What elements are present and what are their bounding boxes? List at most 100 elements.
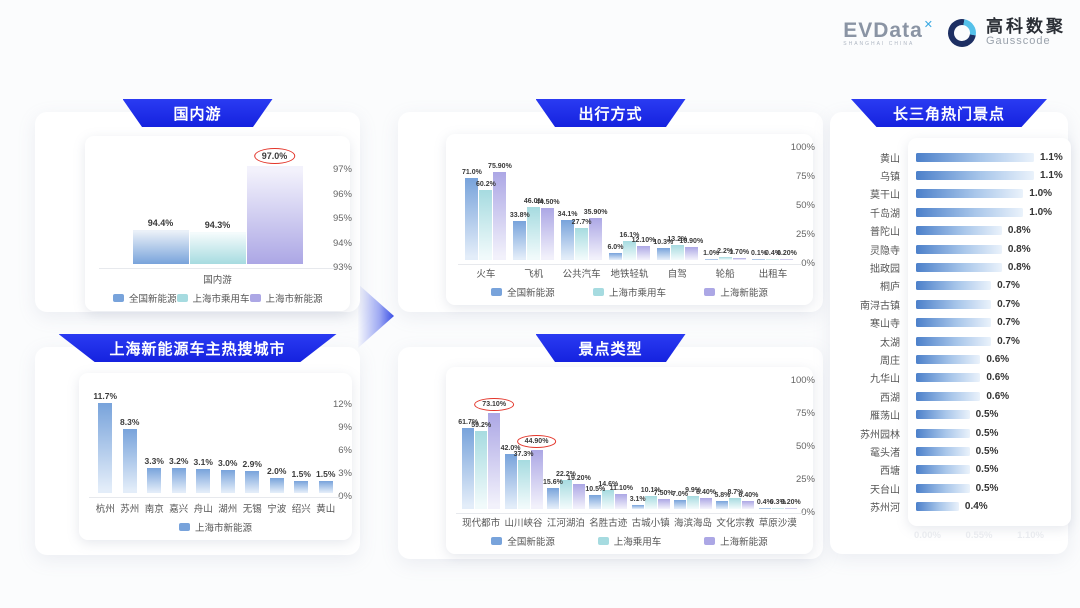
bar-group: 10.5% 14.6% 11.10% 名胜古迹 bbox=[585, 371, 633, 529]
spot-value: 1.1% bbox=[1040, 170, 1063, 182]
spot-bar bbox=[916, 336, 992, 346]
value-label: 9.9% bbox=[685, 486, 702, 494]
spot-bar bbox=[916, 391, 981, 401]
spot-bar bbox=[916, 171, 1034, 181]
gausscode-cn: 高科数聚 bbox=[986, 17, 1066, 36]
bar-group: 11.7% 杭州 bbox=[93, 375, 117, 515]
spot-value: 0.6% bbox=[986, 353, 1010, 365]
bar: 5.8% bbox=[714, 492, 730, 509]
category-label: 湖州 bbox=[218, 504, 238, 515]
category-label: 古城小镇 bbox=[631, 518, 670, 529]
spot-row: 0.8% bbox=[916, 240, 1063, 258]
bar-group: 33.8% 46.0% 44.50% 飞机 bbox=[510, 138, 560, 280]
y-tick-label: 100% bbox=[790, 375, 815, 386]
spot-value: 0.7% bbox=[997, 335, 1020, 347]
spot-name: 寒山寺 bbox=[870, 319, 900, 331]
value-label: 10.90% bbox=[679, 238, 704, 246]
bar: 97.0% bbox=[246, 148, 303, 264]
y-tick-label: 0% bbox=[801, 507, 815, 518]
bar: 0.1% bbox=[751, 250, 767, 260]
value-label: 8.40% bbox=[696, 488, 716, 496]
spot-value: 0.7% bbox=[997, 317, 1020, 329]
value-label: 42.0% bbox=[500, 444, 521, 452]
bar: 6.0% bbox=[607, 244, 623, 260]
y-tick-label: 3% bbox=[338, 467, 352, 479]
bar: 11.10% bbox=[610, 485, 633, 509]
spot-name: 灵隐寺 bbox=[870, 245, 900, 257]
value-label: 46.0% bbox=[523, 197, 544, 205]
value-label: 6.40% bbox=[738, 491, 759, 499]
chart-title-cities: 上海新能源车主热搜城市 bbox=[58, 334, 337, 362]
bar: 1.5% bbox=[292, 469, 311, 493]
category-label: 南京 bbox=[144, 504, 164, 515]
value-label: 15.6% bbox=[542, 479, 563, 487]
category-label: 宁波 bbox=[267, 504, 287, 515]
y-tick-label: 50% bbox=[795, 200, 815, 211]
category-label: 苏州 bbox=[120, 504, 140, 515]
x-axis-spots: 0.00% 0.55% 1.10% bbox=[834, 526, 1058, 541]
spot-bar bbox=[916, 281, 992, 291]
bar: 94.3% bbox=[189, 220, 246, 264]
spot-row: 0.5% bbox=[916, 405, 1063, 423]
value-label: 60.2% bbox=[475, 181, 496, 189]
spot-value: 0.5% bbox=[975, 427, 999, 439]
card-attraction-type: 景点类型 100% 75% 50% 25% 0% 61.7% 59.2% 73.10% 现代都… bbox=[398, 334, 823, 559]
value-label: 12.10% bbox=[631, 236, 656, 244]
card-hot-spots: 长三角热门景点 黄山 乌镇 莫干山 千岛湖 普陀山 灵隐寺 拙政园 桐庐 南浔古镇 寒山寺 太湖 周庄… bbox=[830, 99, 1071, 554]
legend-swatch bbox=[249, 294, 261, 302]
spot-row: 1.1% bbox=[916, 166, 1063, 184]
spot-bar bbox=[916, 318, 992, 328]
spot-row: 0.7% bbox=[916, 332, 1063, 350]
spot-bar bbox=[916, 428, 970, 438]
legend-label: 上海市乘用车 bbox=[608, 288, 666, 299]
value-label: 0.3% bbox=[769, 498, 786, 506]
bar-group: 71.0% 60.2% 75.90% 火车 bbox=[462, 138, 512, 280]
y-tick-label: 0% bbox=[801, 258, 815, 269]
legend-swatch bbox=[178, 523, 190, 531]
value-label: 13.2% bbox=[667, 235, 688, 243]
value-label: 37.3% bbox=[513, 450, 534, 458]
bar-group: 10.3% 13.2% 10.90% 自驾 bbox=[653, 138, 703, 280]
value-label-circled: 97.0% bbox=[253, 148, 296, 164]
chart-cities: 12% 9% 6% 3% 0% 11.7% 杭州 8.3% 苏州 3.3% 南京 3.2% 嘉兴 3.1… bbox=[35, 347, 360, 540]
value-label: 7.50% bbox=[653, 490, 674, 498]
spot-name: 天台山 bbox=[870, 484, 900, 496]
gausscode-name: 高科数聚 Gausscode bbox=[986, 18, 1066, 47]
bar-group: 2.0% 宁波 bbox=[267, 375, 286, 515]
bar: 71.0% bbox=[462, 169, 482, 260]
spot-bars-panel: 1.1% 1.1% 1.0% 1.0% 0.8% 0.8% 0.8% 0.7% 0.7% 0.7%… bbox=[908, 138, 1071, 526]
value-label: 0.20% bbox=[777, 249, 797, 257]
value-label: 61.7% bbox=[458, 418, 479, 426]
bar: 10.1% bbox=[641, 487, 661, 509]
bar: 0.4% bbox=[765, 250, 781, 260]
y-tick-label: 94% bbox=[332, 237, 352, 249]
chart-attraction: 100% 75% 50% 25% 0% 61.7% 59.2% 73.10% 现代都市 42.0… bbox=[398, 347, 823, 554]
bar: 6.40% bbox=[738, 492, 758, 509]
spot-name: 千岛湖 bbox=[870, 208, 900, 220]
bar-group: 34.1% 27.7% 35.90% 公共汽车 bbox=[558, 138, 608, 280]
value-label: 1.0% bbox=[703, 249, 720, 257]
value-label: 3.3% bbox=[144, 455, 164, 466]
bar: 34.1% bbox=[558, 211, 578, 260]
bar: 0.20% bbox=[777, 250, 797, 260]
y-tick-label: 50% bbox=[795, 441, 815, 452]
bar: 0.20% bbox=[781, 499, 801, 509]
bar: 12.10% bbox=[632, 237, 655, 260]
spot-row: 0.6% bbox=[916, 387, 1063, 405]
value-label: 11.10% bbox=[609, 485, 633, 493]
spot-name: 拙政园 bbox=[870, 264, 900, 276]
value-label: 27.7% bbox=[571, 218, 592, 226]
bar-group: 6.0% 16.1% 12.10% 地铁轻轨 bbox=[607, 138, 655, 280]
spot-bar bbox=[916, 263, 1002, 273]
evdata-x-icon: ✕ bbox=[923, 18, 933, 31]
legend-label: 全国新能源 bbox=[507, 288, 555, 299]
bar: 1.5% bbox=[316, 469, 335, 493]
bar: 9.9% bbox=[685, 487, 701, 509]
spot-bar bbox=[916, 226, 1002, 236]
chart-title-transport: 出行方式 bbox=[535, 99, 686, 127]
category-label: 江河湖泊 bbox=[546, 518, 585, 529]
spot-value: 0.5% bbox=[975, 445, 999, 457]
bar: 10.3% bbox=[653, 239, 673, 260]
bar-group: 3.2% 嘉兴 bbox=[169, 375, 188, 515]
spot-bar bbox=[916, 207, 1024, 217]
